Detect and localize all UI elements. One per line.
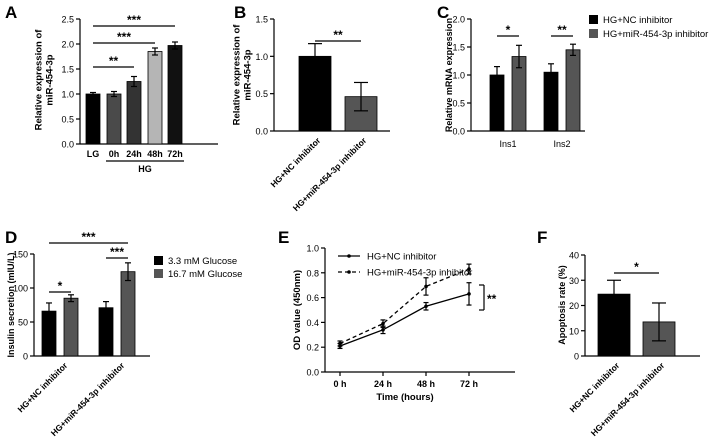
y-tick-label: 40	[569, 251, 579, 261]
panel-letter-f: F	[537, 228, 547, 247]
y-tick-label: 0.6	[306, 293, 319, 303]
x-axis-label: Time (hours)	[376, 392, 433, 403]
y-tick-label: 1.5	[452, 43, 465, 53]
bar-0h	[106, 93, 122, 145]
series-line-1	[339, 268, 470, 345]
x-tick-label: HG+miR-454-3p inhibitor	[589, 360, 667, 438]
y-tick-label: 2.0	[61, 40, 74, 50]
x-tick-label: LG	[87, 149, 100, 159]
y-tick-label: 1.5	[61, 65, 74, 75]
legend-e-label-0: HG+NC inhibitor	[367, 252, 436, 263]
y-tick-label: 0	[23, 352, 28, 362]
legend-e-marker-1	[347, 270, 351, 274]
y-tick-label: 100	[13, 284, 28, 294]
significance-d-nc: *	[58, 279, 63, 293]
y-axis-label: Relative expression of	[232, 24, 243, 126]
legend-d-1-label: 16.7 mM Glucose	[168, 269, 242, 280]
y-tick-label: 0.5	[452, 99, 465, 109]
x-tick-label: 48 h	[417, 379, 435, 389]
y-tick-label: 0.0	[255, 127, 268, 137]
y-tick-label: 0.0	[452, 127, 465, 137]
panel-letter-b: B	[234, 3, 246, 22]
y-tick-label: 0.0	[306, 368, 319, 378]
significance-e: **	[487, 292, 497, 306]
significance-d-cross: ***	[81, 230, 95, 244]
x-tick-label: Ins1	[499, 139, 516, 149]
significance-lg-48h: ***	[117, 30, 131, 44]
y-tick-label: 0	[574, 352, 579, 362]
group-label-hg: HG	[138, 164, 152, 174]
significance-b: **	[333, 28, 343, 42]
y-tick-label: 0.8	[306, 268, 319, 278]
legend-c-1-label: HG+miR-454-3p inhibitor	[603, 29, 708, 40]
y-tick-label: 0.5	[255, 89, 268, 99]
y-axis-label: Relative mRNA expression	[444, 18, 454, 132]
bar-1-1	[120, 271, 136, 357]
legend-d-1-swatch	[154, 269, 163, 278]
panel-letter-a: A	[5, 3, 17, 22]
y-tick-label: 0.2	[306, 343, 319, 353]
x-tick-label: 24h	[126, 149, 142, 159]
x-tick-label: Ins2	[553, 139, 570, 149]
y-tick-label: 1.0	[255, 52, 268, 62]
y-tick-label: 10	[569, 326, 579, 336]
y-tick-label: 50	[18, 318, 28, 328]
bar-24h	[126, 81, 142, 145]
panel-letter-c: C	[437, 3, 449, 22]
legend-e-marker-0	[347, 254, 351, 258]
legend-c-1-swatch	[589, 29, 598, 38]
bar-1-0	[98, 307, 114, 357]
y-tick-label: 150	[13, 250, 28, 260]
legend-d-0-swatch	[154, 256, 163, 265]
x-tick-label: 72h	[167, 149, 183, 159]
y-axis-label: Insulin secretion (mIU/L)	[6, 252, 16, 357]
panel-letter-d: D	[5, 228, 17, 247]
y-axis-label: miR-454-3p	[45, 54, 56, 105]
y-axis-label: Relative expression of	[34, 29, 45, 131]
legend-e-label-1: HG+miR-454-3p inhibitor	[367, 268, 472, 279]
significance-Ins1: *	[506, 23, 511, 37]
x-tick-label: 48h	[147, 149, 163, 159]
bar-0-1	[63, 297, 79, 357]
y-axis-label: Apoptosis rate (%)	[557, 265, 567, 345]
y-tick-label: 1.0	[61, 90, 74, 100]
y-tick-label: 0.5	[61, 115, 74, 125]
y-tick-label: 1.0	[452, 71, 465, 81]
y-axis-label: miR-454-3p	[243, 49, 254, 100]
x-tick-label: HG+miR-454-3p inhibitor	[291, 135, 369, 213]
significance-lg-72h: ***	[127, 13, 141, 27]
y-tick-label: 20	[569, 301, 579, 311]
x-tick-label: 0 h	[333, 379, 346, 389]
y-tick-label: 30	[569, 276, 579, 286]
bar-nc-inhibitor	[298, 55, 332, 132]
x-tick-label: 0h	[109, 149, 120, 159]
legend-c-0-label: HG+NC inhibitor	[603, 15, 672, 26]
y-tick-label: 1.0	[306, 244, 319, 254]
y-tick-label: 2.0	[452, 15, 465, 25]
panel-letter-e: E	[278, 228, 289, 247]
x-tick-label: 24 h	[374, 379, 392, 389]
bar-LG	[85, 93, 101, 145]
y-tick-label: 1.5	[255, 15, 268, 25]
y-axis-label: OD value (450nm)	[292, 270, 303, 350]
x-tick-label: 72 h	[460, 379, 478, 389]
bar-72h	[167, 45, 183, 145]
y-tick-label: 0.0	[61, 140, 74, 150]
x-tick-label: HG+NC inhibitor	[15, 360, 69, 414]
significance-f: *	[634, 260, 639, 274]
significance-Ins2: **	[557, 23, 567, 37]
y-tick-label: 2.5	[61, 15, 74, 25]
legend-c-0-swatch	[589, 15, 598, 24]
legend-d-0-label: 3.3 mM Glucose	[168, 256, 237, 267]
y-tick-label: 0.4	[306, 318, 319, 328]
bar-48h	[147, 51, 163, 145]
significance-lg-24h: **	[109, 54, 119, 68]
series-line-0	[339, 293, 470, 347]
significance-d-mir: ***	[110, 245, 124, 259]
bar-Ins2-1	[565, 49, 581, 132]
